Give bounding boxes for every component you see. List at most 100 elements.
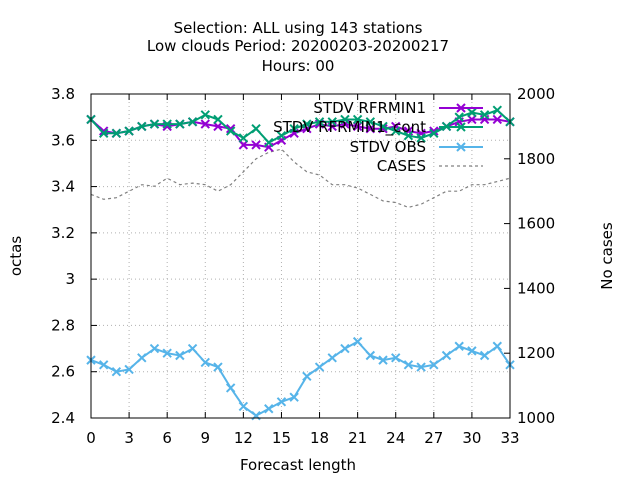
data-point — [137, 121, 147, 132]
data-point — [403, 360, 414, 370]
data-point — [467, 346, 477, 356]
data-point — [264, 404, 274, 414]
data-point — [365, 350, 376, 361]
series-line — [90, 109, 511, 144]
y2-tick-label: 1600 — [517, 215, 555, 233]
data-point — [225, 126, 236, 136]
data-point — [200, 119, 210, 129]
data-point — [340, 343, 350, 354]
y-tick-label: 3.8 — [51, 85, 75, 103]
series-layer — [86, 105, 515, 421]
data-point — [187, 343, 198, 354]
data-point — [365, 124, 376, 134]
data-point — [162, 119, 172, 129]
y2-axis-label: No cases — [598, 222, 616, 290]
data-point — [479, 110, 490, 120]
y-tick-label: 2.8 — [51, 316, 75, 334]
series-stdv-obs — [86, 336, 515, 421]
plot-frame — [90, 93, 511, 419]
data-point — [175, 350, 185, 361]
x-tick-label: 6 — [162, 429, 172, 447]
chart-title-line-3: Hours: 00 — [262, 57, 335, 75]
series-stdv-rfrmin1-cont — [86, 105, 515, 148]
series-line — [90, 118, 511, 149]
data-point — [264, 137, 274, 148]
data-point — [441, 350, 452, 361]
x-tick-label: 3 — [124, 429, 134, 447]
data-point — [289, 124, 299, 134]
data-point — [98, 360, 109, 370]
data-point — [340, 114, 350, 125]
x-axis-label: Forecast length — [240, 456, 356, 474]
data-point — [238, 133, 249, 143]
data-point — [225, 383, 236, 393]
x-tick-label: 9 — [200, 429, 210, 447]
x-tick-label: 21 — [348, 429, 367, 447]
data-point — [213, 121, 223, 132]
series-cases — [90, 148, 511, 209]
data-point — [149, 343, 160, 354]
y2-tick-label: 1400 — [517, 279, 555, 297]
legend-label: STDV RFRMIN1_cont — [273, 118, 426, 137]
y2-tick-label: 1000 — [517, 409, 555, 427]
data-point — [314, 117, 325, 127]
data-point — [429, 128, 439, 139]
data-point — [238, 401, 249, 412]
series-line — [90, 148, 511, 209]
data-point — [454, 341, 464, 351]
data-point — [149, 119, 160, 129]
data-point — [416, 362, 426, 372]
x-tick-label: 18 — [310, 429, 329, 447]
data-point — [391, 126, 401, 136]
x-tick-label: 33 — [500, 429, 519, 447]
y-tick-label: 3.6 — [51, 131, 75, 149]
data-point — [314, 362, 325, 372]
data-point — [492, 114, 503, 125]
data-point — [251, 140, 261, 150]
data-point — [467, 114, 477, 125]
data-point — [187, 117, 198, 127]
chart-title-line-2: Low clouds Period: 20200203-20200217 — [147, 37, 449, 55]
y-tick-label: 3.4 — [51, 178, 75, 196]
legend-label: CASES — [377, 157, 426, 175]
y-axis-label: octas — [7, 236, 25, 276]
data-point — [302, 371, 312, 382]
data-point — [302, 119, 312, 129]
data-point — [276, 130, 287, 141]
data-point — [429, 360, 439, 370]
data-point — [289, 392, 299, 402]
data-point — [124, 364, 134, 375]
data-point — [175, 119, 185, 129]
data-point — [352, 336, 363, 347]
data-point — [492, 341, 503, 351]
data-point — [479, 350, 490, 361]
data-point — [251, 124, 261, 134]
data-point — [137, 353, 147, 363]
data-point — [200, 110, 210, 120]
x-tick-label: 24 — [386, 429, 405, 447]
y2-tick-label: 2000 — [517, 85, 555, 103]
data-point — [111, 128, 122, 139]
chart-title-line-1: Selection: ALL using 143 stations — [174, 19, 423, 37]
data-point — [467, 107, 477, 118]
ticks: 0 3 6 9 12 15 18 21 24 27 30 33 2.4 2.6 2.8 3 3.2 3.4 3.6 3… — [51, 85, 555, 447]
legend-marker — [456, 142, 466, 152]
series-line — [90, 340, 511, 417]
data-point — [213, 362, 223, 372]
y-tick-label: 2.4 — [51, 409, 75, 427]
data-point — [111, 367, 122, 377]
y-tick-label: 2.6 — [51, 363, 75, 381]
data-point — [327, 117, 337, 127]
x-tick-label: 27 — [424, 429, 443, 447]
data-point — [213, 114, 223, 125]
x-tick-label: 30 — [462, 429, 481, 447]
legend-label: STDV OBS — [350, 138, 426, 156]
data-point — [276, 397, 287, 407]
data-point — [352, 114, 363, 125]
x-tick-label: 0 — [86, 429, 96, 447]
y2-tick-label: 1800 — [517, 150, 555, 168]
x-tick-label: 12 — [234, 429, 253, 447]
legend-marker — [456, 103, 466, 113]
